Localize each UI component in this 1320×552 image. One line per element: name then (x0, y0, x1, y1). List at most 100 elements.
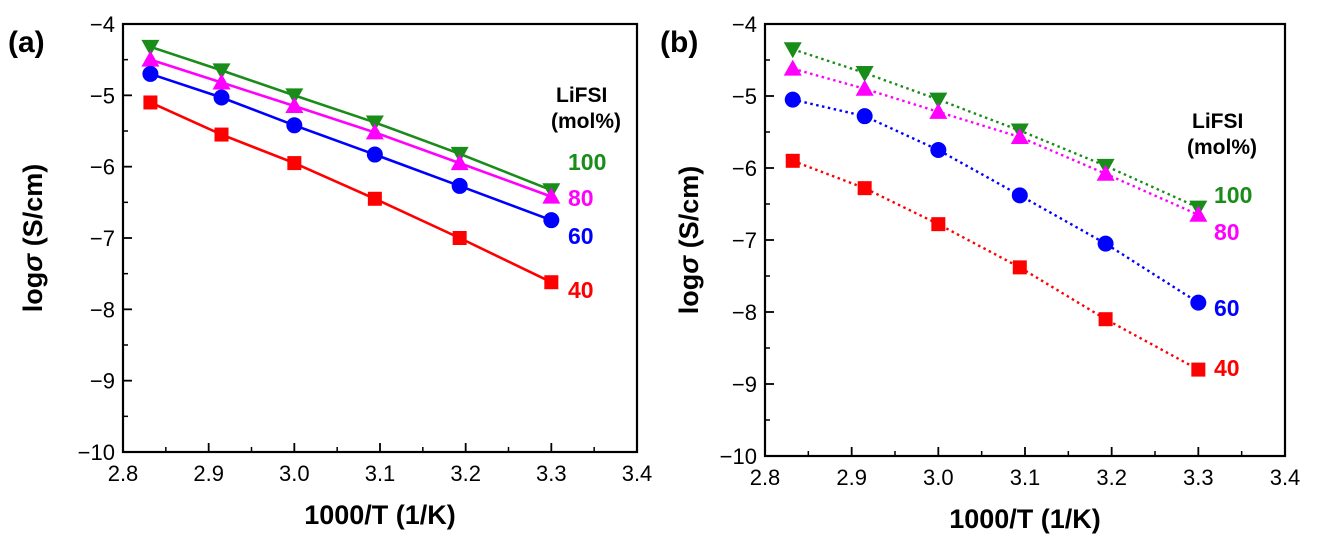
pb-x-tick-label: 3.4 (1270, 465, 1301, 490)
pb-x-tick-label: 2.9 (836, 465, 867, 490)
pa-y-tick-label: −10 (78, 440, 115, 465)
pb-y-axis-title: logσ (S/cm) (674, 166, 704, 314)
panel-b-plot: 2.8 2.9 3.0 3.1 3.2 3.3 3.4 −10 −9 −8 −7 −6 −5 −4 1000… (674, 12, 1300, 534)
panel-a-plot: 2.8 2.9 3.0 3.1 3.2 3.3 3.4 −10 −9 −8 −7 −6 −5 −4 1000… (18, 12, 652, 530)
pb-series-60-point (1190, 294, 1207, 311)
pa-series-40-point (287, 156, 302, 171)
pb-series-40-point (1012, 260, 1027, 275)
pa-y-tick-label: −5 (90, 83, 115, 108)
pa-series-80-point (141, 50, 160, 67)
pb-series-100-label: 100 (1214, 182, 1252, 208)
pb-series-80-point (1096, 164, 1115, 181)
pb-series-40-point (1191, 362, 1206, 377)
pb-series-100-point (929, 92, 948, 109)
pb-series-40-point (931, 217, 946, 232)
pa-series-60-point (213, 89, 230, 106)
pa-series-100-point (141, 39, 160, 56)
panel-label-a: (a) (8, 26, 45, 59)
pb-series-80-point (1010, 128, 1029, 145)
pb-y-tick-label: −7 (732, 228, 757, 253)
pa-series-100-line (150, 45, 552, 192)
pb-x-tick-label: 2.8 (750, 465, 781, 490)
pa-y-tick-label: −9 (90, 369, 115, 394)
pb-legend-title-line2: (mol%) (1187, 136, 1257, 159)
pb-x-tick-label: 3.0 (923, 465, 954, 490)
pb-series-100-point (855, 65, 874, 82)
pb-series-60-line (792, 98, 1199, 304)
pb-y-tick-label: −5 (732, 84, 757, 109)
pb-series-80-point (855, 79, 874, 96)
pa-y-title-unit: (S/cm) (18, 164, 48, 254)
pa-y-tick-label: −8 (90, 297, 115, 322)
pa-series-80-label: 80 (568, 185, 594, 211)
pa-series-60-label: 60 (568, 223, 594, 249)
pa-x-tick-label: 2.9 (193, 461, 224, 486)
pb-x-tick-label: 3.3 (1183, 465, 1214, 490)
pa-y-tick-label: −4 (90, 12, 115, 37)
pa-x-axis-title: 1000/T (1/K) (304, 500, 456, 530)
chart-panel-b: (b) 2.8 2.9 3.0 3.1 3.2 3.3 3.4 −10 −9 −8 −7 −6 −5 −4… (660, 12, 1300, 534)
pb-series-80-point (929, 102, 948, 119)
pa-series-80-point (285, 97, 304, 114)
pb-series-100-point (783, 42, 802, 59)
pa-x-tick-label: 3.4 (622, 461, 653, 486)
pb-y-tick-label: −6 (732, 156, 757, 181)
pb-series-60-point (856, 108, 873, 125)
pb-series-60-point (784, 91, 801, 108)
pa-series-60-point (543, 212, 560, 229)
pa-y-tick-label: −6 (90, 155, 115, 180)
panel-label-b: (b) (660, 26, 698, 59)
pb-series-40-point (1098, 312, 1113, 327)
chart-panel-a: (a) 2.8 2.9 3.0 3.1 3.2 3.3 3.4 −10 −9 −8 −7 −6 −5 −4… (8, 12, 652, 530)
pa-series-60-point (451, 177, 468, 194)
pa-x-tick-label: 3.3 (536, 461, 567, 486)
pa-series-80-point (542, 187, 561, 204)
pa-series-60-point (366, 146, 383, 163)
pa-series-80-point (212, 73, 231, 90)
pb-y-tick-label: −4 (732, 12, 757, 37)
pb-y-tick-label: −8 (732, 300, 757, 325)
pa-series-60-point (142, 65, 159, 82)
pb-series-60-point (930, 142, 947, 158)
pa-y-tick-label: −7 (90, 226, 115, 251)
pa-series-80-point (450, 154, 469, 171)
pa-series-40-point (452, 231, 467, 245)
pa-x-tick-label: 3.1 (365, 461, 396, 486)
pa-series-40-line (149, 101, 552, 284)
pb-series-80-point (783, 59, 802, 76)
pa-series-100-point (212, 63, 231, 80)
pb-y-tick-label: −10 (720, 444, 757, 469)
pa-series-60-line (150, 72, 552, 222)
pa-series-60-point (286, 117, 303, 134)
pa-y-title-main: log (18, 272, 48, 313)
pb-series-60-point (1011, 187, 1028, 204)
pb-y-tick-label: −9 (732, 372, 757, 397)
pb-series-80-label: 80 (1214, 219, 1240, 245)
pb-series-80-point (1189, 205, 1208, 222)
pa-series-80-point (365, 123, 384, 140)
pb-y-title-symbol: σ (674, 255, 704, 274)
pa-legend-title-line2: (mol%) (551, 110, 621, 133)
pa-series-40-point (367, 191, 382, 206)
pb-plot-frame (763, 22, 1287, 458)
pa-series-80-line (150, 58, 552, 198)
pa-x-tick-label: 3.0 (279, 461, 310, 486)
pa-series-40-point (214, 127, 229, 142)
pa-series-100-point (285, 88, 304, 105)
pb-x-axis-title: 1000/T (1/K) (949, 504, 1101, 534)
pb-series-40-point (785, 153, 800, 168)
pa-series-40-label: 40 (568, 277, 594, 303)
pa-series-40-point (544, 275, 559, 290)
pb-series-40-line (792, 159, 1199, 371)
pb-legend-title-line1: LiFSI (1192, 110, 1243, 133)
pb-series-80-line (792, 67, 1199, 216)
pb-series-60-point (1097, 235, 1114, 252)
pb-y-title-main: log (674, 274, 704, 315)
pa-x-tick-label: 2.8 (108, 461, 139, 486)
pb-x-tick-label: 3.2 (1096, 465, 1127, 490)
pb-series-40-label: 40 (1214, 355, 1240, 381)
pa-y-title-symbol: σ (18, 253, 48, 272)
pa-y-axis-title: logσ (S/cm) (18, 164, 48, 312)
pb-series-60-label: 60 (1214, 295, 1240, 321)
